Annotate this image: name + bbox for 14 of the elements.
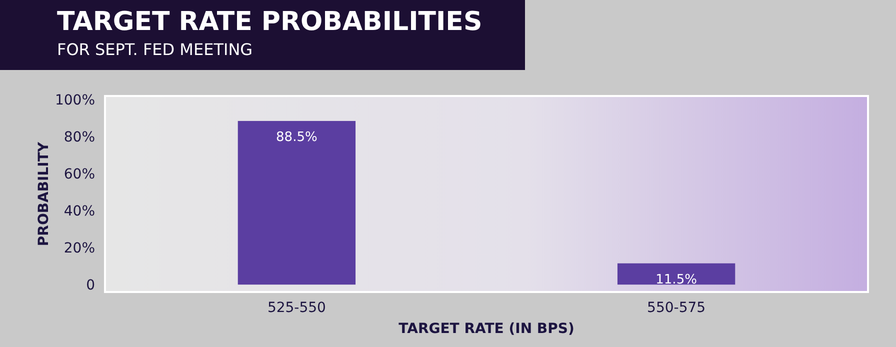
y-tick-label: 20% — [64, 240, 95, 257]
y-tick-label: 0 — [86, 278, 95, 294]
y-tick-label: 100% — [54, 92, 95, 109]
chart-title: TARGET RATE PROBABILITIES — [57, 7, 482, 37]
x-tick-label: 550-575 — [647, 300, 706, 316]
x-axis-title: TARGET RATE (IN BPS) — [398, 321, 574, 337]
y-tick-label: 60% — [64, 166, 95, 183]
data-label: 11.5% — [656, 272, 697, 288]
x-tick-label: 525-550 — [267, 300, 326, 316]
y-axis-title: PROBABILITY — [36, 141, 52, 246]
chart-subtitle: FOR SEPT. FED MEETING — [57, 40, 253, 59]
y-tick-label: 80% — [64, 130, 95, 146]
y-tick-label: 40% — [64, 204, 95, 220]
data-label: 88.5% — [276, 130, 318, 145]
